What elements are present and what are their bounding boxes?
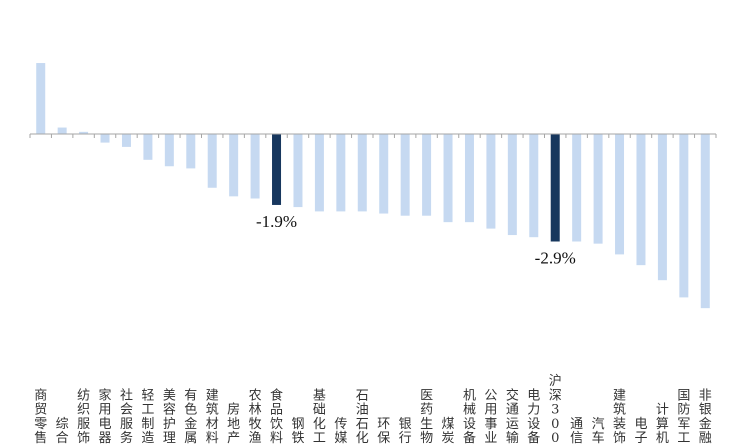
- bar-汽车: [593, 134, 603, 244]
- category-label-医药生物: 医药生物: [420, 388, 433, 446]
- category-label-非银金融: 非银金融: [699, 388, 712, 446]
- annotation-沪深300: -2.9%: [535, 249, 576, 268]
- bar-商贸零售: [36, 63, 46, 134]
- bar-非银金融: [700, 134, 710, 309]
- category-label-电子: 电子: [634, 417, 647, 446]
- bar-公用事业: [486, 134, 496, 229]
- bar-银行: [400, 134, 410, 216]
- category-label-食品饮料: 食品饮料: [270, 387, 283, 446]
- category-label-通信: 通信: [570, 417, 583, 446]
- category-label-电力设备: 电力设备: [527, 388, 540, 446]
- category-label-银行: 银行: [399, 417, 412, 446]
- bar-环保: [379, 134, 389, 214]
- category-label-石油石化: 石油石化: [356, 388, 369, 446]
- bar-综合: [57, 127, 67, 134]
- category-label-汽车: 汽车: [592, 417, 605, 446]
- bar-电子: [636, 134, 646, 266]
- category-label-机械设备: 机械设备: [463, 388, 476, 446]
- category-label-环保: 环保: [377, 417, 390, 446]
- bar-纺织服饰: [79, 131, 89, 134]
- category-label-传媒: 传媒: [334, 417, 347, 446]
- bar-基础化工: [314, 134, 324, 212]
- category-label-沪深300: 沪深 3 0 0: [549, 373, 562, 446]
- category-label-纺织服饰: 纺织服饰: [77, 388, 90, 446]
- bar-医药生物: [422, 134, 432, 216]
- category-label-商贸零售: 商贸零售: [34, 388, 47, 446]
- bar-钢铁: [293, 134, 303, 208]
- bar-食品饮料: [272, 134, 282, 205]
- category-label-建筑装饰: 建筑装饰: [613, 388, 626, 446]
- bar-传媒: [336, 134, 346, 212]
- bar-通信: [572, 134, 582, 242]
- category-label-建筑材料: 建筑材料: [206, 388, 219, 446]
- category-label-计算机: 计算机: [656, 403, 669, 446]
- bar-建筑装饰: [615, 134, 625, 255]
- category-label-钢铁: 钢铁: [291, 417, 304, 446]
- annotation-食品饮料: -1.9%: [256, 212, 297, 231]
- category-label-轻工制造: 轻工制造: [141, 388, 154, 446]
- category-label-煤炭: 煤炭: [442, 417, 455, 446]
- bar-计算机: [657, 134, 667, 281]
- category-label-家用电器: 家用电器: [99, 387, 112, 446]
- category-label-农林牧渔: 农林牧渔: [249, 388, 262, 446]
- bar-有色金属: [186, 134, 196, 169]
- bar-农林牧渔: [250, 134, 260, 199]
- category-label-房地产: 房地产: [227, 402, 240, 446]
- bar-家用电器: [100, 134, 110, 143]
- category-label-公用事业: 公用事业: [484, 388, 497, 446]
- category-label-有色金属: 有色金属: [184, 388, 197, 446]
- category-label-美容护理: 美容护理: [163, 388, 176, 446]
- category-label-国防军工: 国防军工: [677, 388, 690, 446]
- bar-石油石化: [357, 134, 367, 212]
- bar-建筑材料: [207, 134, 217, 188]
- category-label-交通运输: 交通运输: [506, 387, 519, 446]
- bar-电力设备: [529, 134, 539, 238]
- bar-美容护理: [164, 134, 174, 167]
- bar-沪深300: [550, 134, 560, 242]
- bar-轻工制造: [143, 134, 153, 160]
- bar-房地产: [229, 134, 239, 197]
- category-label-综合: 综合: [56, 417, 69, 446]
- bar-国防军工: [679, 134, 689, 298]
- bar-社会服务: [121, 134, 131, 147]
- bar-交通运输: [507, 134, 517, 236]
- category-label-社会服务: 社会服务: [120, 387, 133, 446]
- bar-煤炭: [443, 134, 453, 223]
- category-label-基础化工: 基础化工: [313, 388, 326, 446]
- bar-机械设备: [464, 134, 474, 223]
